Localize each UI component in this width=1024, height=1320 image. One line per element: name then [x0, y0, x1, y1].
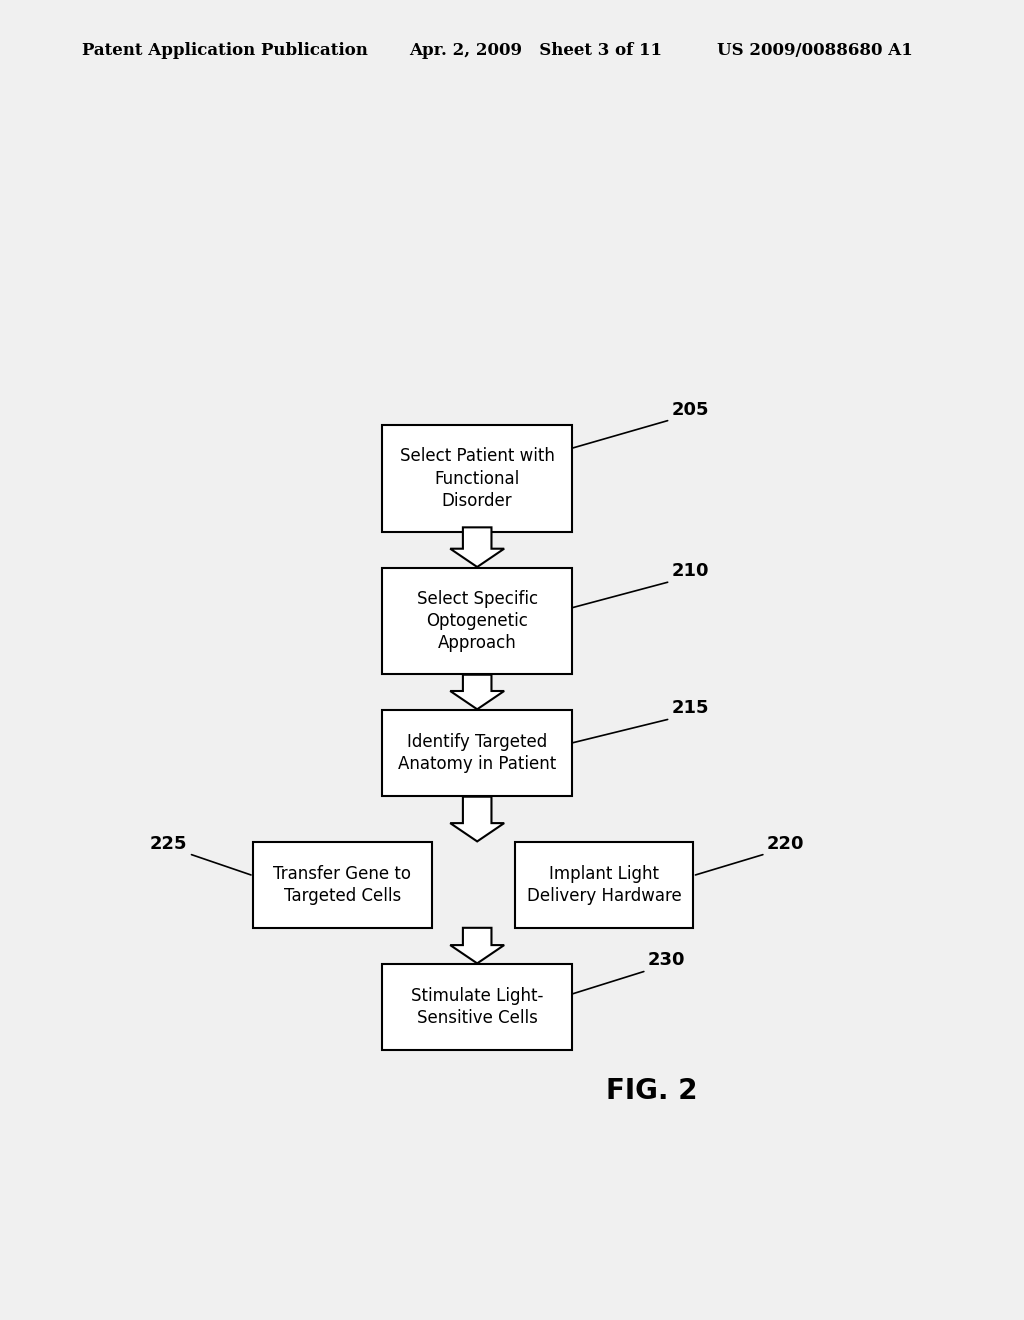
Text: 210: 210 — [672, 562, 709, 581]
Text: 215: 215 — [672, 700, 709, 718]
Text: Transfer Gene to
Targeted Cells: Transfer Gene to Targeted Cells — [273, 865, 412, 906]
FancyBboxPatch shape — [253, 842, 431, 928]
Polygon shape — [451, 528, 504, 568]
Text: Implant Light
Delivery Hardware: Implant Light Delivery Hardware — [526, 865, 682, 906]
Text: US 2009/0088680 A1: US 2009/0088680 A1 — [717, 42, 912, 58]
FancyBboxPatch shape — [515, 842, 693, 928]
FancyBboxPatch shape — [382, 964, 572, 1051]
Text: 220: 220 — [767, 834, 804, 853]
Text: Stimulate Light-
Sensitive Cells: Stimulate Light- Sensitive Cells — [411, 987, 544, 1027]
Polygon shape — [451, 797, 504, 841]
Text: 230: 230 — [648, 952, 685, 969]
FancyBboxPatch shape — [382, 425, 572, 532]
Text: Patent Application Publication: Patent Application Publication — [82, 42, 368, 58]
Text: 225: 225 — [151, 834, 187, 853]
Text: Identify Targeted
Anatomy in Patient: Identify Targeted Anatomy in Patient — [398, 733, 556, 774]
FancyBboxPatch shape — [382, 710, 572, 796]
Polygon shape — [451, 675, 504, 709]
Polygon shape — [451, 928, 504, 964]
Text: FIG. 2: FIG. 2 — [606, 1077, 697, 1105]
Text: Select Specific
Optogenetic
Approach: Select Specific Optogenetic Approach — [417, 590, 538, 652]
FancyBboxPatch shape — [382, 568, 572, 675]
Text: Apr. 2, 2009   Sheet 3 of 11: Apr. 2, 2009 Sheet 3 of 11 — [410, 42, 663, 58]
Text: Select Patient with
Functional
Disorder: Select Patient with Functional Disorder — [399, 447, 555, 510]
Text: 205: 205 — [672, 400, 709, 418]
